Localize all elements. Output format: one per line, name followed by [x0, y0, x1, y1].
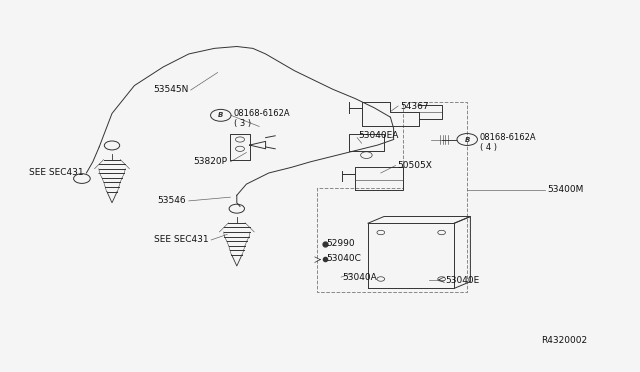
- Text: 53040E: 53040E: [445, 276, 479, 285]
- Text: 53040C: 53040C: [326, 254, 361, 263]
- Text: 52990: 52990: [326, 239, 355, 248]
- Text: 53546: 53546: [157, 196, 186, 205]
- Text: 53400M: 53400M: [547, 185, 584, 194]
- Text: B: B: [218, 112, 223, 118]
- Text: 53820P: 53820P: [193, 157, 227, 166]
- Text: ( 4 ): ( 4 ): [480, 143, 497, 152]
- Text: ( 3 ): ( 3 ): [234, 119, 251, 128]
- Text: 08168-6162A: 08168-6162A: [234, 109, 290, 118]
- Text: 53040A: 53040A: [342, 273, 377, 282]
- Text: 54367: 54367: [400, 102, 429, 110]
- Text: SEE SEC431: SEE SEC431: [154, 235, 208, 244]
- Text: SEE SEC431: SEE SEC431: [29, 169, 83, 177]
- Text: B: B: [465, 137, 470, 142]
- Text: 53545N: 53545N: [154, 85, 189, 94]
- Text: R4320002: R4320002: [541, 336, 587, 345]
- Text: 53040EA: 53040EA: [358, 131, 399, 140]
- Text: 08168-6162A: 08168-6162A: [480, 133, 536, 142]
- Text: 50505X: 50505X: [397, 161, 431, 170]
